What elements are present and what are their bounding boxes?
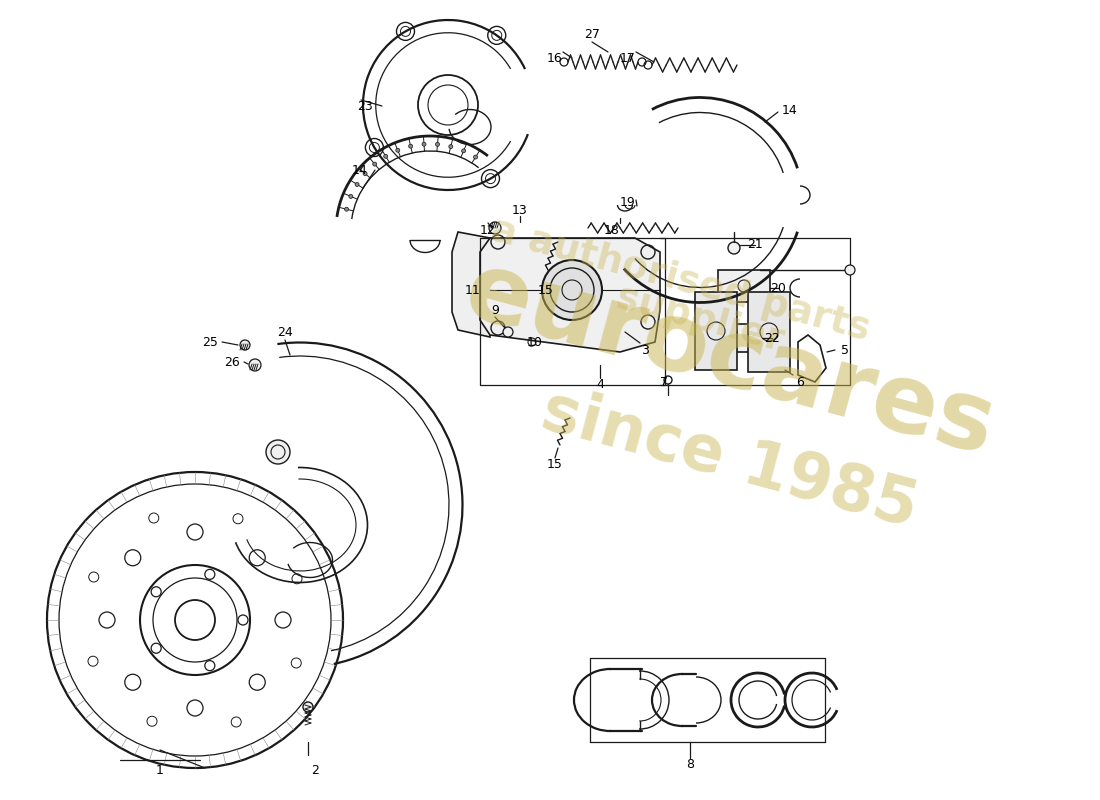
Text: 26: 26 (224, 355, 240, 369)
Text: 10: 10 (527, 335, 543, 349)
Text: 24: 24 (277, 326, 293, 338)
Text: 25: 25 (202, 335, 218, 349)
Text: 12: 12 (480, 223, 496, 237)
Polygon shape (480, 238, 660, 352)
Text: 14: 14 (782, 103, 797, 117)
Text: 22: 22 (764, 331, 780, 345)
Text: 21: 21 (747, 238, 763, 251)
Circle shape (845, 265, 855, 275)
Circle shape (266, 440, 290, 464)
Circle shape (384, 154, 387, 158)
Circle shape (355, 182, 359, 186)
Text: 19: 19 (620, 195, 636, 209)
Circle shape (363, 171, 367, 175)
Text: 14: 14 (352, 163, 367, 177)
Circle shape (462, 149, 465, 153)
Circle shape (490, 222, 500, 234)
Bar (748, 292, 790, 372)
Circle shape (728, 242, 740, 254)
Circle shape (474, 155, 477, 159)
Circle shape (349, 194, 353, 198)
Text: 20: 20 (770, 282, 785, 294)
Circle shape (422, 142, 426, 146)
Text: 2: 2 (311, 763, 319, 777)
Circle shape (503, 327, 513, 337)
Circle shape (396, 148, 399, 152)
Text: 3: 3 (641, 343, 649, 357)
Text: 5: 5 (842, 343, 849, 357)
Circle shape (302, 702, 313, 712)
Text: 15: 15 (547, 458, 563, 471)
Text: 4: 4 (596, 378, 604, 391)
Circle shape (542, 260, 602, 320)
Text: 27: 27 (584, 29, 600, 42)
Text: 16: 16 (547, 51, 563, 65)
Text: 23: 23 (358, 99, 373, 113)
Text: 7: 7 (660, 375, 668, 389)
Text: 18: 18 (604, 223, 620, 237)
Circle shape (249, 359, 261, 371)
Text: eurocares: eurocares (455, 245, 1005, 475)
Bar (695, 292, 737, 370)
Text: 9: 9 (491, 303, 499, 317)
Circle shape (449, 145, 453, 149)
Text: 11: 11 (465, 283, 481, 297)
Text: 15: 15 (538, 283, 554, 297)
Circle shape (240, 340, 250, 350)
Circle shape (373, 162, 376, 166)
Text: 1: 1 (156, 763, 164, 777)
Bar (718, 270, 770, 302)
Text: 8: 8 (686, 758, 694, 771)
Text: 6: 6 (796, 375, 804, 389)
Circle shape (409, 144, 412, 148)
Text: a authorised parts: a authorised parts (486, 212, 873, 348)
Text: since 1985: since 1985 (536, 380, 925, 540)
Text: 13: 13 (513, 203, 528, 217)
Circle shape (436, 142, 440, 146)
Circle shape (344, 207, 349, 211)
Text: supplier: supplier (613, 280, 788, 360)
Polygon shape (452, 232, 490, 337)
Bar (714, 324, 762, 352)
Text: 17: 17 (620, 51, 636, 65)
